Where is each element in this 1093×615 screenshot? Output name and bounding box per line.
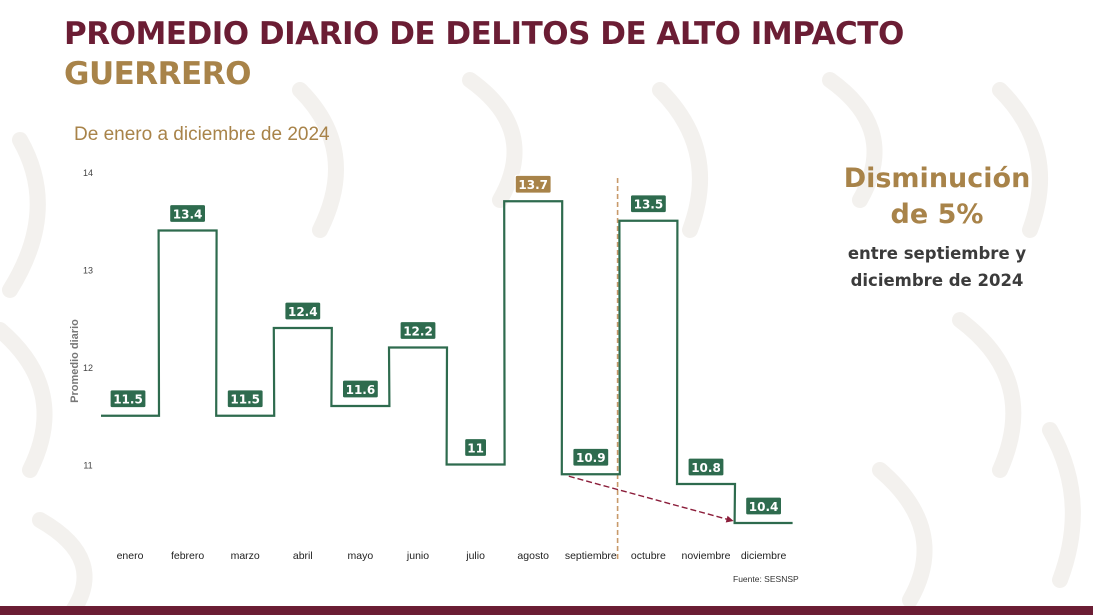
x-tick-abril: abril (293, 550, 313, 562)
value-label: 12.4 (288, 305, 318, 319)
source-note: Fuente: SESNSP (733, 574, 799, 584)
footer-bar (0, 606, 1093, 615)
value-label: 10.4 (749, 500, 779, 514)
x-tick-marzo: marzo (231, 550, 260, 562)
value-label-box (399, 320, 437, 341)
value-label: 12.2 (403, 324, 433, 338)
x-tick-mayo: mayo (348, 550, 374, 562)
x-tick-junio: junio (406, 550, 429, 562)
y-tick-12: 12 (83, 363, 93, 373)
value-label: 10.8 (691, 461, 721, 475)
value-label-box (109, 389, 147, 409)
value-label: 11.5 (113, 393, 143, 407)
value-label: 10.9 (576, 451, 606, 465)
x-tick-noviembre: noviembre (681, 550, 730, 562)
annotation-headline: Disminución (843, 163, 1031, 194)
y-axis-label: Promedio diario (69, 319, 81, 403)
value-label: 13.7 (518, 178, 548, 192)
series-step-line (101, 200, 793, 525)
x-tick-octubre: octubre (631, 550, 666, 562)
annotation-detail-2: diciembre de 2024 (850, 271, 1024, 290)
state-title: GUERRERO (64, 56, 251, 92)
x-tick-agosto: agosto (517, 550, 549, 562)
page-title: PROMEDIO DIARIO DE DELITOS DE ALTO IMPAC… (64, 16, 904, 52)
annotation-percentage: de 5% (890, 199, 984, 230)
value-label-box (687, 457, 725, 477)
value-label: 11.6 (346, 383, 376, 397)
value-label: 11.5 (230, 393, 260, 407)
value-label-box (629, 194, 668, 214)
value-label-box (572, 447, 610, 467)
value-label-box (744, 496, 783, 516)
value-label: 11 (467, 441, 484, 455)
x-tick-julio: julio (465, 550, 485, 562)
trend-arrow-line (568, 475, 734, 522)
x-tick-enero: enero (117, 550, 144, 562)
value-label-box (514, 174, 552, 194)
annotation-detail-1: entre septiembre y (847, 244, 1027, 263)
trend-arrow-head (725, 515, 734, 523)
chart-subtitle: De enero a diciembre de 2024 (74, 124, 330, 145)
y-tick-11: 11 (83, 461, 92, 471)
x-tick-diciembre: diciembre (741, 550, 787, 562)
value-label: 13.4 (173, 207, 203, 221)
value-label-box (284, 301, 322, 321)
value-label-box (341, 379, 379, 399)
y-tick-14: 14 (83, 168, 93, 178)
value-label-box (169, 203, 207, 224)
y-tick-13: 13 (83, 266, 93, 276)
value-label: 13.5 (634, 198, 664, 212)
value-label-box (226, 389, 264, 409)
value-label-box (464, 437, 488, 458)
x-tick-febrero: febrero (171, 550, 204, 562)
x-tick-septiembre: septiembre (565, 550, 617, 562)
